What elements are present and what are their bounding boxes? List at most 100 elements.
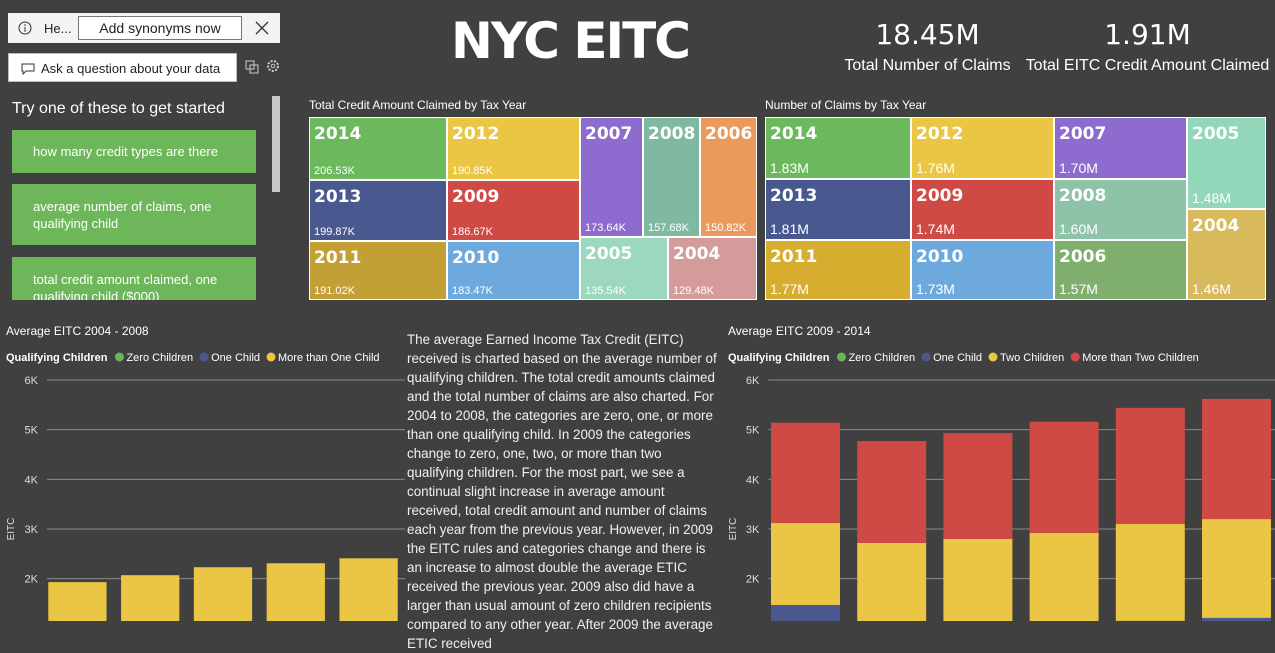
legend-marker [837, 353, 846, 362]
bar-segment [194, 567, 252, 621]
cell-value: 1.48M [1192, 190, 1231, 206]
bar-segment [857, 441, 926, 543]
close-button[interactable] [255, 21, 269, 35]
treemap-cell[interactable]: 2012 1.76M [912, 118, 1053, 178]
bar-segment [48, 582, 106, 621]
kpi-label: Total Number of Claims [835, 57, 1020, 75]
legend-marker [1071, 353, 1080, 362]
cell-label: 2010 [916, 247, 963, 267]
cell-label: 2011 [770, 247, 817, 267]
qa-icons[interactable] [244, 58, 284, 74]
cell-value: 1.46M [1192, 281, 1231, 297]
bar-segment [1202, 519, 1271, 618]
cell-value: 186.67K [452, 226, 493, 238]
cell-label: 2014 [314, 124, 361, 144]
cell-value: 199.87K [314, 226, 355, 238]
treemap-cell[interactable]: 2007 1.70M [1055, 118, 1186, 178]
page-title: NYC EITC [420, 12, 720, 70]
treemap-cell[interactable]: 2011 1.77M [766, 241, 910, 299]
bar-segment [1030, 533, 1099, 621]
legend-marker [267, 353, 276, 362]
bar-segment [1116, 408, 1185, 524]
suggestion-button[interactable]: how many credit types are there [12, 130, 256, 173]
kpi-card: 18.45M Total Number of Claims [835, 18, 1020, 75]
y-tick-label: 6K [25, 375, 39, 387]
cell-value: 150.82K [705, 222, 746, 234]
legend-label: Zero Children [848, 352, 915, 364]
legend-label: More than Two Children [1082, 352, 1199, 364]
bar-segment [121, 575, 179, 621]
suggestion-button[interactable]: total credit amount claimed, one qualify… [12, 257, 256, 300]
suggestions-heading: Try one of these to get started [12, 100, 225, 118]
bar-segment [943, 539, 1012, 621]
scrollbar[interactable] [272, 96, 280, 192]
legend-label: More than One Child [278, 352, 380, 364]
bar-segment [771, 523, 840, 605]
chart-title: Average EITC 2009 - 2014 [728, 324, 871, 338]
cell-label: 2006 [1059, 247, 1106, 267]
y-tick-label: 3K [746, 524, 760, 536]
cell-value: 206.53K [314, 165, 355, 177]
suggestion-button[interactable]: average number of claims, one qualifying… [12, 184, 256, 245]
add-synonyms-button[interactable]: Add synonyms now [78, 16, 242, 40]
legend-marker [922, 353, 931, 362]
cell-label: 2012 [916, 124, 963, 144]
cell-value: 1.74M [916, 221, 955, 237]
cell-label: 2008 [1059, 186, 1106, 206]
y-tick-label: 3K [25, 524, 39, 536]
cell-label: 2012 [452, 124, 499, 144]
cell-label: 2011 [314, 248, 361, 268]
treemap-cell[interactable]: 2005 1.48M [1188, 118, 1265, 208]
cell-label: 2007 [1059, 124, 1106, 144]
kpi-value: 1.91M [1025, 18, 1270, 51]
chat-icon [21, 63, 35, 75]
cell-value: 1.77M [770, 281, 809, 297]
cell-value: 1.60M [1059, 221, 1098, 237]
bar-segment [943, 433, 1012, 539]
kpi-label: Total EITC Credit Amount Claimed [1025, 57, 1270, 75]
cell-value: 1.57M [1059, 281, 1098, 297]
treemap-cell[interactable]: 2006 1.57M [1055, 241, 1186, 299]
bar-segment [1030, 422, 1099, 533]
ask-prompt: Ask a question about your data [41, 61, 220, 76]
treemap-title: Number of Claims by Tax Year [765, 98, 926, 112]
cell-label: 2006 [705, 124, 752, 144]
suggestions-panel: Try one of these to get started how many… [0, 96, 290, 300]
y-tick-label: 5K [746, 425, 760, 437]
cell-label: 2008 [648, 124, 695, 144]
cell-label: 2005 [1192, 124, 1239, 144]
legend-label: One Child [933, 352, 982, 364]
treemap-cell[interactable]: 2008 1.60M [1055, 180, 1186, 239]
cell-value: 1.83M [770, 160, 809, 176]
cell-label: 2009 [916, 186, 963, 206]
y-tick-label: 5K [25, 425, 39, 437]
cell-value: 1.70M [1059, 160, 1098, 176]
cell-label: 2004 [673, 244, 720, 264]
cell-label: 2013 [770, 186, 817, 206]
cell-value: 191.02K [314, 285, 355, 297]
kpi-value: 18.45M [835, 18, 1020, 51]
bar-segment [1116, 524, 1185, 621]
treemap-cell[interactable]: 2011 191.02K [310, 242, 446, 299]
ask-question-input[interactable]: Ask a question about your data [8, 53, 237, 82]
y-tick-label: 4K [25, 474, 39, 486]
y-tick-label: 2K [746, 574, 760, 586]
treemap-cell[interactable]: 2009 1.74M [912, 180, 1053, 239]
treemap-cell[interactable]: 2014 206.53K [310, 118, 446, 179]
cell-value: 1.76M [916, 160, 955, 176]
qa-toolbar: He... Add synonyms now [8, 13, 280, 43]
treemap-cell[interactable]: 2006 150.82K [701, 118, 756, 236]
